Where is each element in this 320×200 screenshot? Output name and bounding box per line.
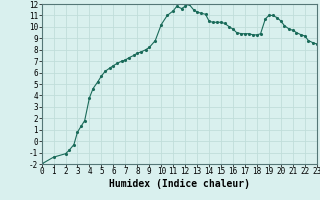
- X-axis label: Humidex (Indice chaleur): Humidex (Indice chaleur): [109, 179, 250, 189]
